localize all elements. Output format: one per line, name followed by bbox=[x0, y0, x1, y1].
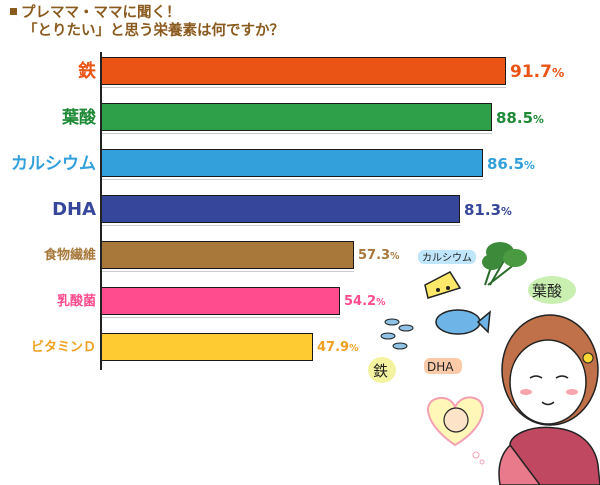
woman-figure bbox=[498, 314, 600, 485]
chart-title: プレママ・ママに聞く！ 「とりたい」と思う栄養素は何ですか？ bbox=[10, 4, 284, 40]
category-label: 乳酸菌 bbox=[56, 294, 96, 309]
bar bbox=[101, 149, 483, 177]
value-number: 47.9 bbox=[317, 340, 350, 355]
percent-sign: % bbox=[524, 159, 535, 172]
svg-text:鉄: 鉄 bbox=[373, 362, 388, 380]
percent-sign: % bbox=[390, 251, 400, 262]
value-number: 88.5 bbox=[496, 109, 534, 127]
small-fish-icon bbox=[380, 318, 414, 350]
svg-text:葉酸: 葉酸 bbox=[532, 282, 562, 300]
category-label: 鉄 bbox=[78, 61, 96, 82]
bar-row: DHA 81.3% bbox=[0, 195, 600, 225]
value-number: 86.5 bbox=[487, 155, 525, 173]
bar bbox=[101, 287, 340, 315]
category-label: 葉酸 bbox=[62, 108, 96, 128]
folic-acid-tag: 葉酸 bbox=[528, 276, 576, 304]
bar-row: カルシウム 86.5% bbox=[0, 149, 600, 179]
svg-text:DHA: DHA bbox=[427, 360, 454, 374]
category-label: ビタミンＤ bbox=[30, 340, 96, 355]
baby-heart-icon bbox=[427, 396, 485, 465]
svg-text:カルシウム: カルシウム bbox=[422, 252, 472, 264]
value-label: 86.5% bbox=[487, 149, 535, 179]
spinach-icon bbox=[482, 242, 527, 286]
bar-gap bbox=[101, 225, 460, 241]
bar-row: 葉酸 88.5% bbox=[0, 103, 600, 133]
bar-gap bbox=[101, 87, 506, 103]
percent-sign: % bbox=[533, 113, 544, 126]
value-number: 81.3 bbox=[464, 201, 502, 219]
fish-icon bbox=[435, 309, 491, 335]
bar bbox=[101, 333, 313, 361]
percent-sign: % bbox=[349, 343, 359, 354]
category-label: カルシウム bbox=[11, 154, 96, 174]
bar bbox=[101, 195, 460, 223]
percent-sign: % bbox=[551, 66, 565, 80]
calcium-tag: カルシウム bbox=[418, 250, 476, 264]
bar bbox=[101, 57, 506, 85]
title-line-2: 「とりたい」と思う栄養素は何ですか？ bbox=[23, 23, 284, 39]
value-number: 91.7 bbox=[510, 62, 552, 82]
percent-sign: % bbox=[501, 205, 512, 218]
value-label: 88.5% bbox=[496, 103, 544, 133]
pregnant-woman-illustration: カルシウム 葉酸 鉄 DHA bbox=[368, 242, 600, 485]
value-label: 81.3% bbox=[464, 195, 512, 225]
bar bbox=[101, 241, 354, 269]
value-number: 57.3 bbox=[358, 248, 391, 263]
bar-row: ビタミンＤ 47.9% bbox=[0, 333, 600, 363]
value-label: 91.7% bbox=[510, 57, 564, 87]
bar-gap bbox=[101, 271, 354, 287]
value-label: 57.3% bbox=[358, 241, 399, 271]
value-label: 54.2% bbox=[344, 287, 385, 317]
bar-row: 食物繊維 57.3% bbox=[0, 241, 600, 271]
cheese-icon bbox=[424, 271, 462, 299]
value-number: 54.2 bbox=[344, 294, 377, 309]
percent-sign: % bbox=[376, 297, 386, 308]
category-label: DHA bbox=[52, 199, 96, 220]
iron-tag: 鉄 bbox=[368, 357, 396, 383]
bar-gap bbox=[101, 317, 340, 333]
bar-row: 鉄 91.7% bbox=[0, 57, 600, 87]
dha-tag: DHA bbox=[424, 358, 462, 374]
title-line-1: プレママ・ママに聞く！ bbox=[21, 5, 181, 21]
bar-row: 乳酸菌 54.2% bbox=[0, 287, 600, 317]
category-label: 食物繊維 bbox=[43, 248, 96, 263]
bar bbox=[101, 103, 492, 131]
bar-gap bbox=[101, 179, 483, 195]
value-label: 47.9% bbox=[317, 333, 358, 363]
y-axis-line bbox=[100, 52, 102, 370]
bar-gap bbox=[101, 133, 492, 149]
bullet-square-icon bbox=[10, 7, 17, 15]
